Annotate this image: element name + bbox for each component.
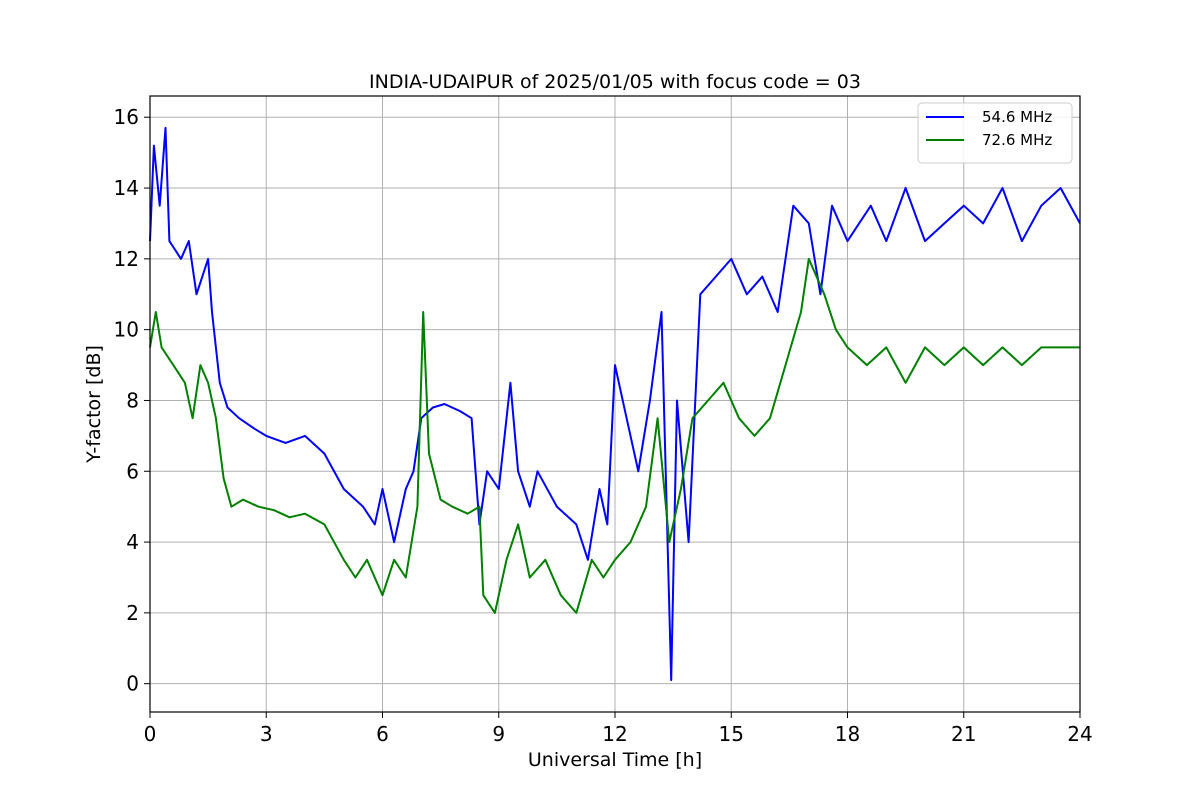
x-tick-label: 9 [492,722,505,746]
y-tick-label: 0 [126,672,139,696]
x-axis-label: Universal Time [h] [528,749,702,771]
x-tick-label: 3 [260,722,273,746]
series-line-blue [149,126,1081,682]
x-tick-label: 0 [144,722,157,746]
legend-label: 54.6 MHz [982,108,1052,126]
y-tick-label: 2 [126,601,139,625]
y-tick-label: 8 [126,388,139,412]
x-tick-label: 21 [951,722,976,746]
series-line-green [149,257,1080,614]
chart-title: INDIA-UDAIPUR of 2025/01/05 with focus c… [369,71,861,93]
x-tick-label: 6 [376,722,389,746]
series-layer [149,126,1081,682]
legend-label: 72.6 MHz [982,131,1052,149]
legend: 54.6 MHz 72.6 MHz [917,102,1073,164]
x-tick-label: 18 [835,722,860,746]
x-tick-label: 24 [1067,722,1092,746]
y-tick-label: 6 [126,459,139,483]
y-tick-label: 4 [126,530,139,554]
y-axis-label: Y-factor [dB] [83,345,105,464]
x-tick-label: 15 [719,722,744,746]
y-tick-label: 16 [114,105,139,129]
y-tick-label: 14 [114,176,139,200]
x-tick-label: 12 [602,722,627,746]
y-tick-label: 10 [114,318,139,342]
y-tick-label: 12 [114,247,139,271]
